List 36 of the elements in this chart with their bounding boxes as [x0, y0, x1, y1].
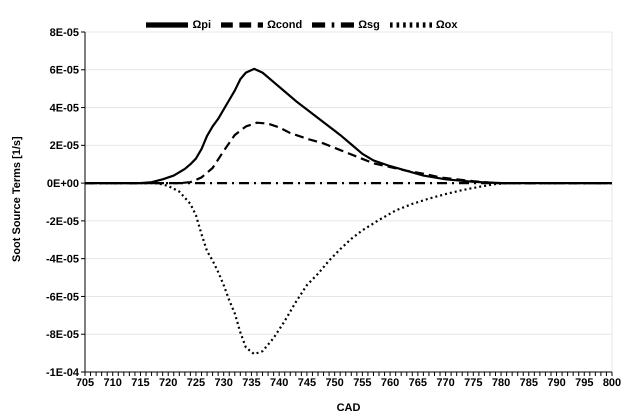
y-tick-label: -8E-05 [46, 329, 79, 342]
x-tick-label: 715 [131, 376, 150, 389]
x-tick-label: 720 [159, 376, 178, 389]
y-tick-label: 4E-05 [50, 102, 79, 114]
x-tick-label: 740 [270, 376, 288, 389]
x-axis-title: CAD [336, 402, 360, 411]
y-tick-label: 0E+00 [46, 178, 79, 190]
x-tick-label: 750 [325, 376, 344, 389]
x-tick-label: 745 [298, 376, 316, 389]
legend-label: Ωpi [192, 18, 212, 31]
y-tick-label: -4E-05 [46, 254, 79, 266]
x-tick-label: 795 [575, 376, 594, 389]
legend-label: Ωox [436, 18, 458, 31]
y-tick-label: 8E-05 [50, 26, 79, 39]
x-tick-label: 710 [104, 376, 122, 389]
y-tick-label: 6E-05 [50, 64, 79, 77]
x-tick-label: 760 [380, 376, 400, 389]
x-tick-label: 775 [464, 376, 482, 389]
legend-label: Ωsg [358, 18, 380, 31]
x-tick-label: 735 [242, 376, 261, 389]
x-tick-label: 770 [436, 376, 455, 389]
x-tick-label: 785 [520, 376, 538, 389]
x-tick-label: 780 [492, 376, 510, 389]
x-tick-label: 800 [602, 376, 622, 389]
x-tick-label: 730 [214, 376, 233, 389]
y-tick-label: -1E-04 [46, 366, 80, 379]
y-axis-title: Soot Source Terms [1/s] [10, 136, 23, 262]
x-tick-label: 790 [547, 376, 566, 389]
x-tick-label: 755 [353, 376, 372, 389]
x-tick-label: 705 [76, 376, 94, 389]
x-tick-label: 765 [408, 376, 428, 389]
x-tick-label: 725 [186, 376, 206, 389]
y-tick-label: -2E-05 [46, 216, 79, 228]
y-tick-label: -6E-05 [46, 291, 79, 304]
y-tick-label: 2E-05 [50, 140, 79, 152]
legend-label: Ωcond [267, 18, 302, 31]
